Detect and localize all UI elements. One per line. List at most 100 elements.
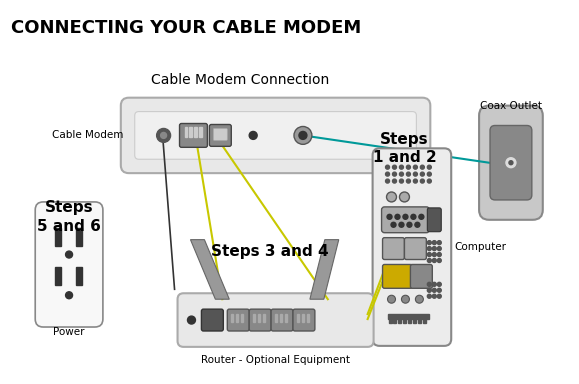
FancyBboxPatch shape xyxy=(490,126,532,200)
Circle shape xyxy=(420,165,424,169)
Circle shape xyxy=(188,316,196,324)
Circle shape xyxy=(387,295,395,303)
Circle shape xyxy=(427,247,431,251)
Bar xyxy=(253,314,255,322)
Text: Steps 3 and 4: Steps 3 and 4 xyxy=(211,244,329,259)
Bar xyxy=(258,314,260,322)
Circle shape xyxy=(437,241,441,245)
Circle shape xyxy=(427,165,431,169)
Circle shape xyxy=(400,179,404,183)
Bar xyxy=(423,319,426,323)
Text: Steps
5 and 6: Steps 5 and 6 xyxy=(37,200,101,233)
Bar xyxy=(413,319,416,323)
Circle shape xyxy=(411,214,416,219)
Circle shape xyxy=(420,172,424,176)
Circle shape xyxy=(413,165,417,169)
Circle shape xyxy=(433,241,437,245)
Circle shape xyxy=(427,288,431,292)
Circle shape xyxy=(406,172,411,176)
Circle shape xyxy=(407,222,412,227)
Circle shape xyxy=(395,214,400,219)
Circle shape xyxy=(294,126,312,144)
Text: Coax Outlet: Coax Outlet xyxy=(480,101,542,111)
Circle shape xyxy=(433,247,437,251)
Circle shape xyxy=(506,158,516,168)
Text: Computer: Computer xyxy=(454,242,506,252)
Circle shape xyxy=(433,282,437,286)
Circle shape xyxy=(433,288,437,292)
Circle shape xyxy=(403,214,408,219)
FancyBboxPatch shape xyxy=(201,309,223,331)
Circle shape xyxy=(400,192,409,202)
Bar xyxy=(263,314,265,322)
Circle shape xyxy=(386,165,390,169)
Bar xyxy=(297,314,299,322)
Bar xyxy=(408,319,412,323)
Text: Steps
1 and 2: Steps 1 and 2 xyxy=(372,131,437,165)
Circle shape xyxy=(299,131,307,139)
Circle shape xyxy=(406,179,411,183)
FancyBboxPatch shape xyxy=(35,202,103,327)
Circle shape xyxy=(433,258,437,263)
Bar xyxy=(185,127,188,137)
Bar xyxy=(419,319,422,323)
Text: Router - Optional Equipment: Router - Optional Equipment xyxy=(201,355,350,365)
Bar xyxy=(76,267,82,285)
Bar xyxy=(55,228,61,246)
Circle shape xyxy=(433,294,437,298)
Circle shape xyxy=(427,172,431,176)
Bar xyxy=(285,314,287,322)
Circle shape xyxy=(65,292,72,299)
Text: Cable Modem: Cable Modem xyxy=(53,131,124,141)
Circle shape xyxy=(427,241,431,245)
Circle shape xyxy=(419,214,424,219)
Circle shape xyxy=(509,161,513,165)
FancyBboxPatch shape xyxy=(373,148,451,346)
FancyBboxPatch shape xyxy=(121,98,430,173)
Circle shape xyxy=(406,165,411,169)
Circle shape xyxy=(160,132,167,138)
Circle shape xyxy=(427,282,431,286)
Circle shape xyxy=(387,214,392,219)
Bar xyxy=(307,314,309,322)
FancyBboxPatch shape xyxy=(178,293,373,347)
FancyBboxPatch shape xyxy=(411,265,433,288)
Circle shape xyxy=(386,179,390,183)
Bar xyxy=(55,267,61,285)
Bar xyxy=(199,127,203,137)
FancyBboxPatch shape xyxy=(427,208,441,232)
Circle shape xyxy=(415,295,423,303)
Circle shape xyxy=(437,253,441,257)
Circle shape xyxy=(393,179,397,183)
FancyBboxPatch shape xyxy=(271,309,293,331)
FancyBboxPatch shape xyxy=(228,309,249,331)
Circle shape xyxy=(399,222,404,227)
Circle shape xyxy=(437,258,441,263)
Bar xyxy=(236,314,238,322)
Circle shape xyxy=(393,165,397,169)
FancyBboxPatch shape xyxy=(383,265,412,288)
Circle shape xyxy=(391,222,396,227)
Circle shape xyxy=(420,179,424,183)
FancyBboxPatch shape xyxy=(135,112,416,159)
Bar xyxy=(404,319,406,323)
Circle shape xyxy=(427,179,431,183)
FancyBboxPatch shape xyxy=(179,124,207,147)
Circle shape xyxy=(413,179,417,183)
FancyBboxPatch shape xyxy=(479,106,543,220)
FancyBboxPatch shape xyxy=(382,207,429,233)
Circle shape xyxy=(437,294,441,298)
FancyBboxPatch shape xyxy=(210,124,231,146)
Circle shape xyxy=(427,258,431,263)
Circle shape xyxy=(427,294,431,298)
Circle shape xyxy=(415,222,420,227)
FancyBboxPatch shape xyxy=(293,309,315,331)
Circle shape xyxy=(65,251,72,258)
Polygon shape xyxy=(310,240,339,299)
Text: Cable Modem Connection: Cable Modem Connection xyxy=(151,73,329,87)
Bar xyxy=(195,127,197,137)
Bar xyxy=(241,314,243,322)
Circle shape xyxy=(437,288,441,292)
Circle shape xyxy=(387,192,397,202)
Circle shape xyxy=(433,253,437,257)
